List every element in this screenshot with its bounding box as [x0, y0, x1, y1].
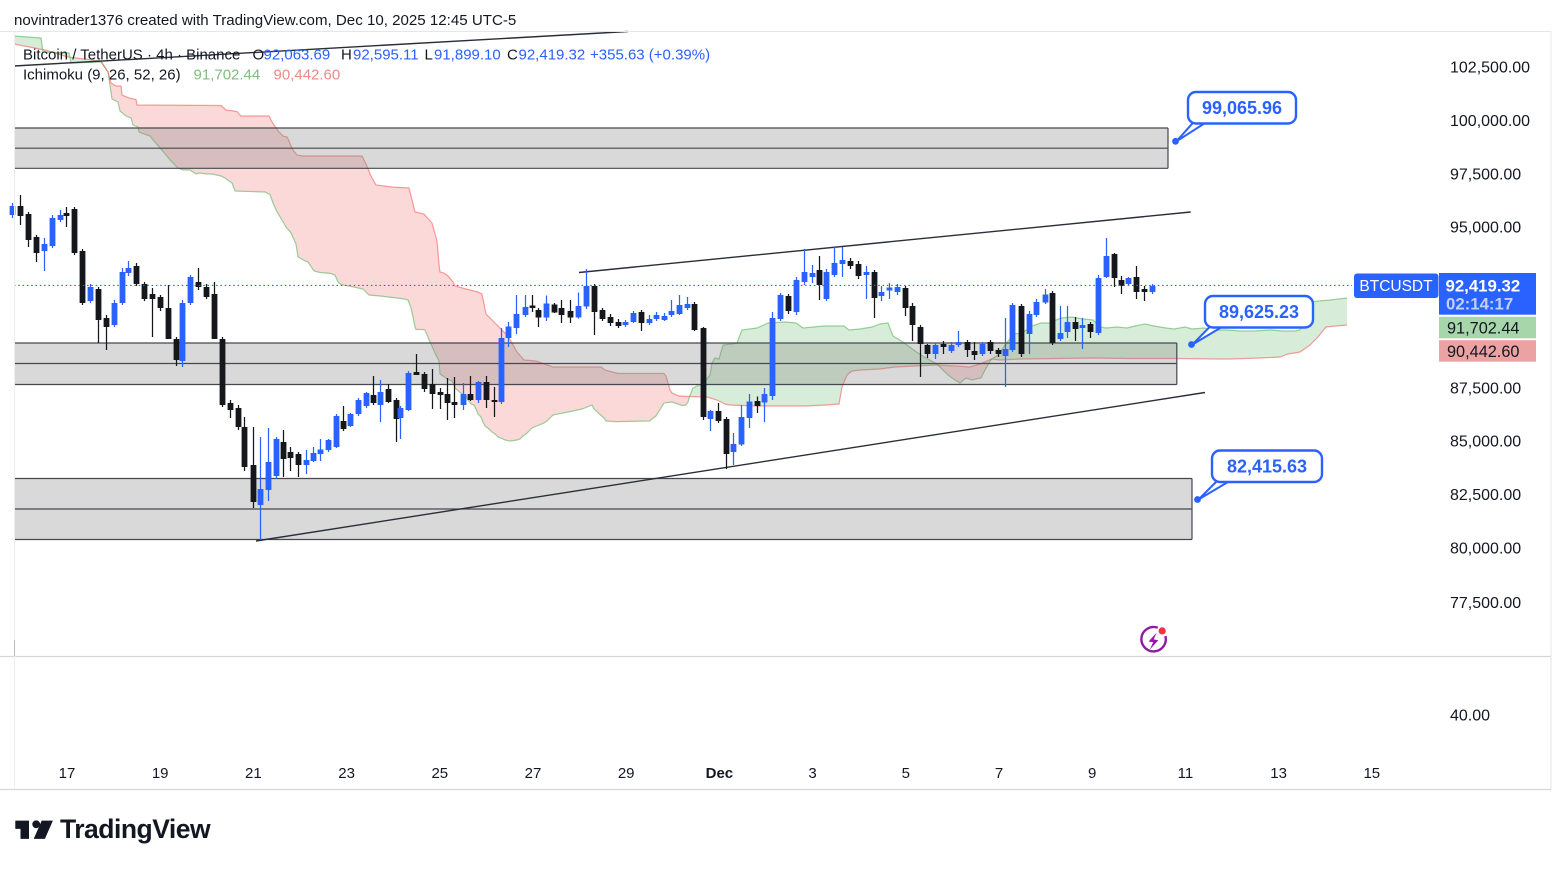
- svg-text:02:14:17: 02:14:17: [1446, 295, 1513, 314]
- svg-text:Bitcoin / TetherUS · 4h · Bina: Bitcoin / TetherUS · 4h · Binance: [23, 47, 240, 64]
- svg-text:29: 29: [618, 765, 635, 782]
- svg-text:BTCUSDT: BTCUSDT: [1359, 278, 1433, 295]
- svg-text:Dec: Dec: [706, 765, 734, 782]
- svg-text:7: 7: [995, 765, 1003, 782]
- svg-text:C: C: [507, 47, 518, 64]
- svg-text:25: 25: [431, 765, 448, 782]
- svg-text:27: 27: [525, 765, 542, 782]
- svg-text:97,500.00: 97,500.00: [1450, 167, 1521, 184]
- svg-text:99,065.96: 99,065.96: [1202, 98, 1282, 118]
- svg-text:+355.63 (+0.39%): +355.63 (+0.39%): [590, 47, 710, 64]
- svg-text:95,000.00: 95,000.00: [1450, 220, 1521, 237]
- svg-text:100,000.00: 100,000.00: [1450, 113, 1530, 130]
- svg-text:87,500.00: 87,500.00: [1450, 381, 1521, 398]
- svg-text:90,442.60: 90,442.60: [274, 67, 341, 84]
- svg-text:77,500.00: 77,500.00: [1450, 595, 1521, 612]
- svg-text:21: 21: [245, 765, 262, 782]
- svg-text:92,063.69: 92,063.69: [264, 47, 331, 64]
- svg-text:3: 3: [808, 765, 816, 782]
- svg-text:TradingView: TradingView: [60, 814, 211, 844]
- svg-text:H: H: [341, 47, 352, 64]
- svg-text:80,000.00: 80,000.00: [1450, 541, 1521, 558]
- svg-text:102,500.00: 102,500.00: [1450, 60, 1530, 77]
- svg-text:L: L: [425, 47, 433, 64]
- svg-text:91,899.10: 91,899.10: [434, 47, 501, 64]
- svg-text:92,595.11: 92,595.11: [353, 47, 419, 64]
- svg-text:90,442.60: 90,442.60: [1447, 343, 1519, 361]
- svg-text:82,500.00: 82,500.00: [1450, 487, 1521, 504]
- svg-text:40.00: 40.00: [1450, 708, 1490, 725]
- svg-text:13: 13: [1270, 765, 1287, 782]
- svg-text:novintrader1376 created with T: novintrader1376 created with TradingView…: [14, 12, 516, 29]
- svg-text:89,625.23: 89,625.23: [1219, 302, 1299, 322]
- svg-text:17: 17: [59, 765, 76, 782]
- svg-text:Ichimoku (9, 26, 52, 26): Ichimoku (9, 26, 52, 26): [23, 67, 181, 84]
- svg-text:92,419.32: 92,419.32: [519, 47, 586, 64]
- svg-text:91,702.44: 91,702.44: [194, 67, 261, 84]
- svg-text:23: 23: [338, 765, 355, 782]
- svg-text:19: 19: [152, 765, 169, 782]
- svg-text:85,000.00: 85,000.00: [1450, 434, 1521, 451]
- svg-text:82,415.63: 82,415.63: [1227, 456, 1307, 476]
- svg-text:92,419.32: 92,419.32: [1446, 277, 1521, 296]
- svg-text:15: 15: [1363, 765, 1380, 782]
- svg-text:11: 11: [1178, 765, 1194, 782]
- svg-text:91,702.44: 91,702.44: [1447, 320, 1519, 338]
- svg-text:9: 9: [1088, 765, 1096, 782]
- svg-text:O: O: [253, 47, 265, 64]
- svg-text:5: 5: [902, 765, 910, 782]
